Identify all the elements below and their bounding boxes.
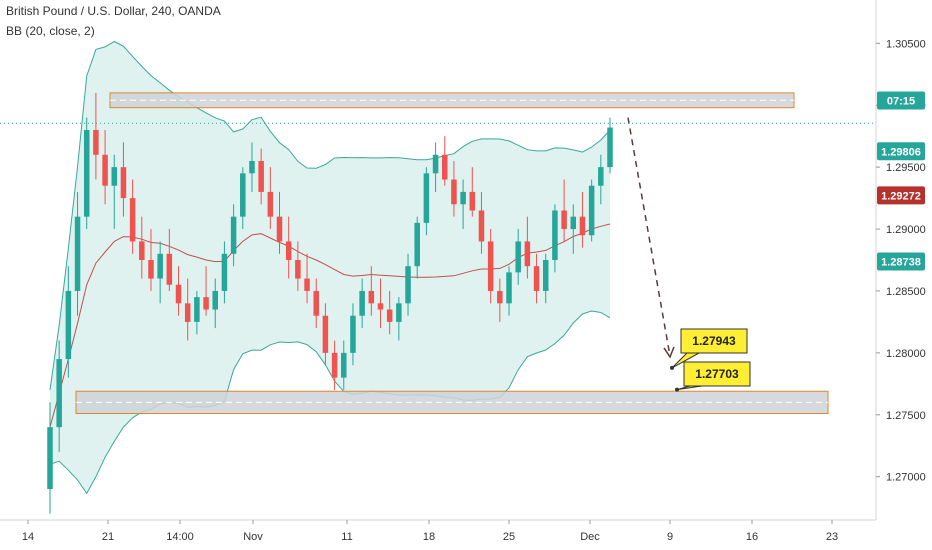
candle-body[interactable] [93,130,99,155]
candle-body[interactable] [212,290,218,310]
candle-body[interactable] [386,309,393,322]
candle-body[interactable] [331,352,338,378]
candle-body[interactable] [359,290,365,316]
price-tag-label-bb-lower: 1.28738 [881,256,921,268]
candle-body[interactable] [203,297,209,310]
candle-body[interactable] [175,284,182,304]
price-tag-bb-lower [877,252,925,271]
candle-body[interactable] [487,241,494,291]
candle-body[interactable] [304,278,310,291]
candle-body[interactable] [442,154,448,180]
price-tag-label-last: 1.29806 [881,146,921,158]
chart-title: British Pound / U.S. Dollar, 240, OANDA [6,4,221,18]
candle-body[interactable] [524,241,531,267]
y-tick-label: 1.28500 [886,286,926,298]
candle-body[interactable] [570,216,577,230]
x-tick-label: 11 [341,531,352,543]
candle-body[interactable] [432,154,439,174]
y-tick-label: 1.29000 [886,224,926,236]
target-label-2: 1.27703 [695,367,739,381]
target-label-1: 1.27943 [692,334,736,348]
candle-body[interactable] [322,315,329,353]
x-tick-label: 16 [746,531,758,543]
candle-body[interactable] [194,297,200,322]
indicator-label: BB (20, close, 2) [6,24,95,38]
candle-body[interactable] [267,191,274,217]
x-tick-label: 23 [826,531,838,543]
candle-body[interactable] [588,185,595,236]
candle-body[interactable] [542,260,549,291]
candle-body[interactable] [166,253,173,285]
candle-body[interactable] [111,167,118,186]
candle-body[interactable] [276,216,283,242]
candle-body[interactable] [414,222,420,267]
candle-body[interactable] [506,272,512,304]
price-tag-bb-basis [877,186,925,205]
candle-body[interactable] [478,210,485,242]
candle-body[interactable] [469,191,476,211]
candle-body[interactable] [56,359,62,428]
y-tick-label: 1.27500 [886,410,926,422]
target-point-2 [675,387,679,392]
candle-body[interactable] [295,260,301,279]
candle-body[interactable] [129,198,136,242]
candle-body[interactable] [377,303,384,310]
x-tick-label: 21 [102,531,114,543]
candle-body[interactable] [423,173,430,223]
candle-body[interactable] [533,266,540,291]
candle-body[interactable] [83,130,90,217]
y-tick-label: 1.28000 [886,348,926,360]
candle-body[interactable] [240,173,246,217]
x-tick-label: Nov [243,531,263,543]
candle-body[interactable] [184,303,191,322]
candle-body[interactable] [285,241,292,260]
x-tick-label: 14:00 [166,531,194,543]
candle-body[interactable] [47,427,53,490]
x-tick-label: Dec [580,531,600,543]
candle-body[interactable] [139,241,145,260]
y-tick-label: 1.29500 [886,162,926,174]
price-tag-countdown [877,91,925,110]
candle-body[interactable] [405,266,411,304]
candle-body[interactable] [607,127,613,168]
candle-body[interactable] [148,260,154,279]
candle-body[interactable] [102,154,108,186]
price-tag-label-countdown: 07:15 [887,95,915,107]
candle-body[interactable] [120,167,127,199]
candle-body[interactable] [552,210,558,260]
target-point-1 [670,365,674,370]
projection-arrow [627,117,671,357]
candle-body[interactable] [451,179,457,205]
candle-body[interactable] [579,216,586,236]
y-tick-label: 1.27000 [886,472,926,484]
candle-body[interactable] [561,210,567,230]
candle-body[interactable] [497,290,503,304]
candle-body[interactable] [460,191,466,205]
x-tick-label: 14 [22,531,34,543]
x-tick-label: 18 [423,531,435,543]
bb-upper-line [49,40,611,391]
candle-body[interactable] [350,315,356,353]
candle-body[interactable] [598,167,604,186]
x-tick-label: 25 [503,531,515,543]
candle-body[interactable] [368,290,375,304]
candle-body[interactable] [396,303,402,322]
candle-body[interactable] [157,253,163,279]
candle-body[interactable] [230,216,237,254]
candle-body[interactable] [74,216,81,291]
price-tag-label-bb-basis: 1.29272 [881,190,921,202]
candle-body[interactable] [515,241,521,273]
candle-body[interactable] [341,352,347,378]
candle-body[interactable] [249,160,255,174]
price-tag-last [877,142,925,161]
candle-body[interactable] [313,290,319,316]
y-tick-label: 1.30500 [886,38,926,50]
candle-body[interactable] [221,253,228,291]
candle-body[interactable] [258,160,264,192]
x-tick-label: 9 [667,531,673,543]
projection-arrowhead [663,346,675,359]
candle-body[interactable] [65,290,72,360]
